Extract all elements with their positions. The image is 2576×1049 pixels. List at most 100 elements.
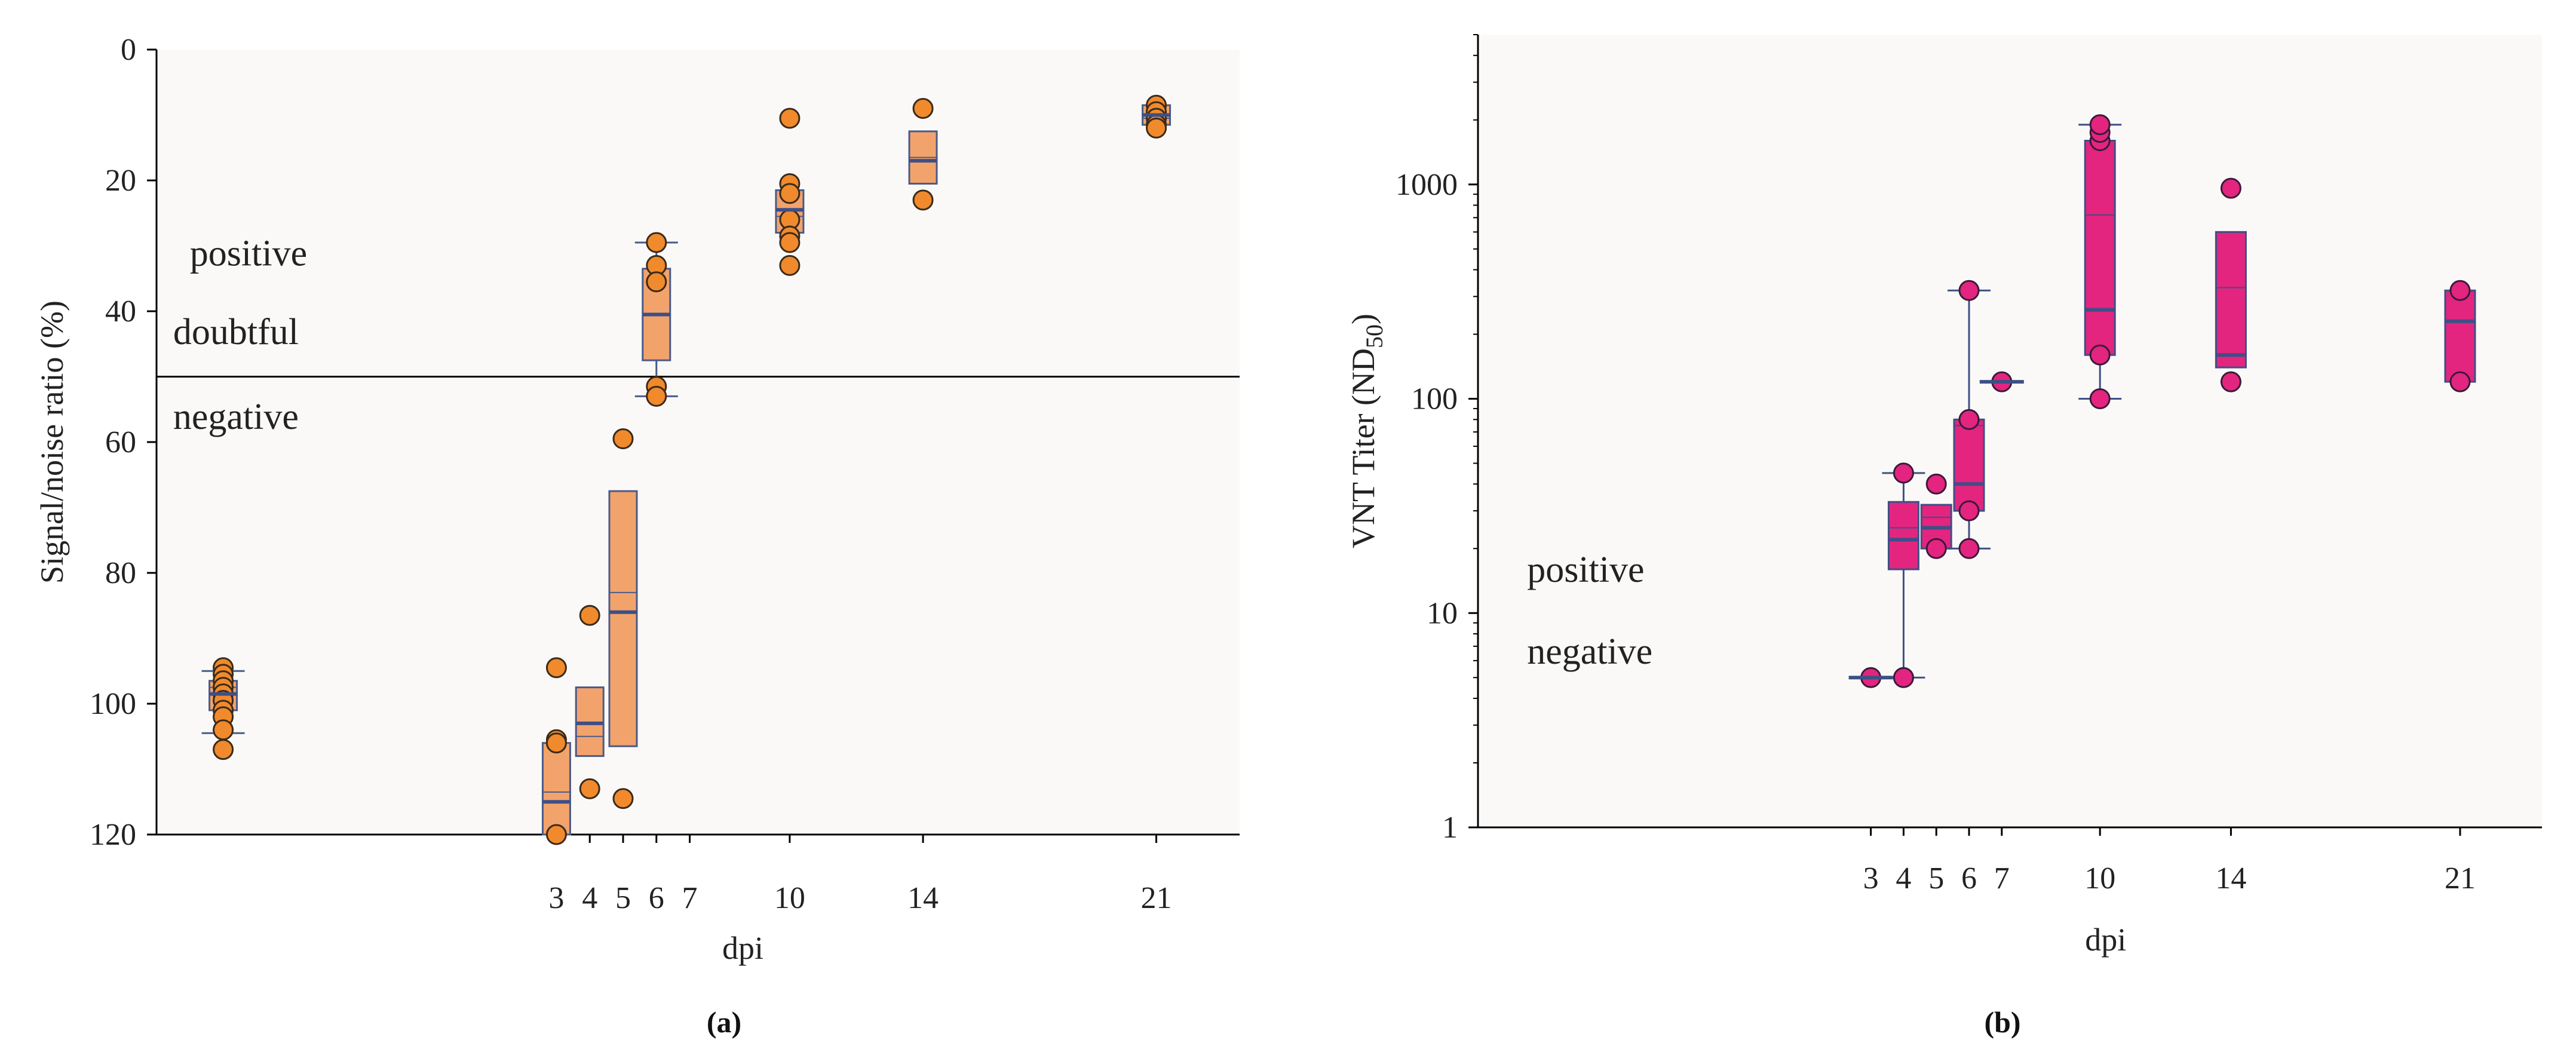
y-tick-label: 10 [1427,596,1458,630]
data-point [1146,117,1167,139]
region-label-negative: negative [173,397,299,437]
x-tick-label: 7 [682,881,698,915]
x-tick-label: 21 [2445,861,2476,895]
x-tick-label: 10 [2084,861,2115,895]
box-group [2078,114,2122,410]
x-tick-label: 6 [649,881,664,915]
x-tick-label: 21 [1141,881,1172,915]
data-point [579,605,600,626]
box-iqr [1953,418,1985,512]
data-point [912,189,934,211]
x-axis-label: dpi [2085,922,2126,958]
box-group [608,428,638,809]
y-tick-label: 100 [1411,382,1458,416]
chart-panel-b: 1 10 100 1000 3 4 5 6 7 10 14 21 dpi VNT Titer (ND50)… [1345,34,2542,1039]
region-label-positive: positive [1527,550,1644,590]
data-point [2449,280,2471,301]
box-group [575,605,605,799]
box-group [2215,177,2247,392]
y-tick-label: 120 [90,818,136,852]
data-point [1958,409,1980,430]
x-tick-label: 14 [2215,861,2246,895]
data-point [779,183,801,204]
plot-area [157,50,1240,835]
data-point [646,385,667,407]
x-tick-label: 5 [615,881,631,915]
x-tick-label: 10 [774,881,805,915]
box-iqr [2215,231,2247,369]
y-tick-label: 1 [1442,811,1458,845]
x-tick-label: 3 [1863,861,1879,895]
data-point [2089,388,2111,410]
panel-label: (a) [707,1005,741,1039]
data-point [612,428,634,450]
y-axis-label: VNT Titer (ND50) [1345,314,1388,548]
data-point [1958,280,1980,301]
data-point [912,98,934,119]
data-point [779,232,801,253]
box-group [1882,462,1925,688]
data-point [2449,371,2471,392]
box-group [1142,94,1172,139]
box-iqr [1887,501,1919,570]
data-point [612,788,634,809]
y-tick-label: 60 [105,425,136,459]
x-tick-label: 14 [907,881,939,915]
data-point [579,778,600,799]
x-tick-label: 3 [548,881,564,915]
box-iqr [608,490,638,747]
data-point [213,739,234,760]
x-tick-label: 4 [582,881,597,915]
data-point [646,232,667,253]
y-tick-label: 40 [105,295,136,329]
data-point [2089,344,2111,366]
box-group [775,108,805,276]
y-tick-label: 0 [121,33,136,67]
box-group [2444,280,2476,392]
y-tick-label: 20 [105,164,136,198]
box-group [201,657,245,760]
x-tick-label: 6 [1961,861,1977,895]
box-iqr [541,742,571,836]
box-iqr [2084,140,2116,356]
x-tick-label: 5 [1928,861,1944,895]
box-group [1920,473,1952,559]
x-axis-label: dpi [722,930,763,966]
data-point [2220,177,2241,199]
y-tick-label: 1000 [1396,168,1458,202]
data-point [779,108,801,129]
data-point [1958,538,1980,559]
plot-area [1478,35,2542,827]
data-point [1925,473,1947,495]
box-group [634,232,678,407]
data-point [545,732,567,754]
box-group [908,98,938,211]
chart-panel-a: 0 20 40 60 80 100 120 3 4 5 6 7 10 14 21 dpi Signal/nois… [34,33,1240,1039]
data-point [213,719,234,741]
y-axis-label: Signal/noise ratio (%) [34,300,70,584]
data-point [1958,500,1980,522]
x-tick-label: 7 [1994,861,2010,895]
data-point [2220,371,2241,392]
y-axis-label-main: VNT Titer (ND [1345,348,1381,548]
data-point [779,254,801,276]
box-group [1979,371,2024,392]
data-point [646,271,667,293]
data-point [1893,462,1914,484]
data-point [1893,667,1914,688]
x-tick-label: 4 [1896,861,1911,895]
panel-label: (b) [1984,1005,2020,1039]
region-label-positive: positive [190,233,307,274]
box-iqr [2444,289,2476,383]
data-point [545,657,567,679]
y-axis-label-subscript: 50 [1361,324,1388,348]
box-group [541,657,571,845]
data-point [2089,114,2111,136]
data-point [545,824,567,845]
data-point [1925,538,1947,559]
region-label-negative: negative [1527,631,1652,672]
y-axis-label-end: ) [1345,314,1381,324]
y-tick-label: 80 [105,556,136,590]
y-tick-label: 100 [90,687,136,721]
